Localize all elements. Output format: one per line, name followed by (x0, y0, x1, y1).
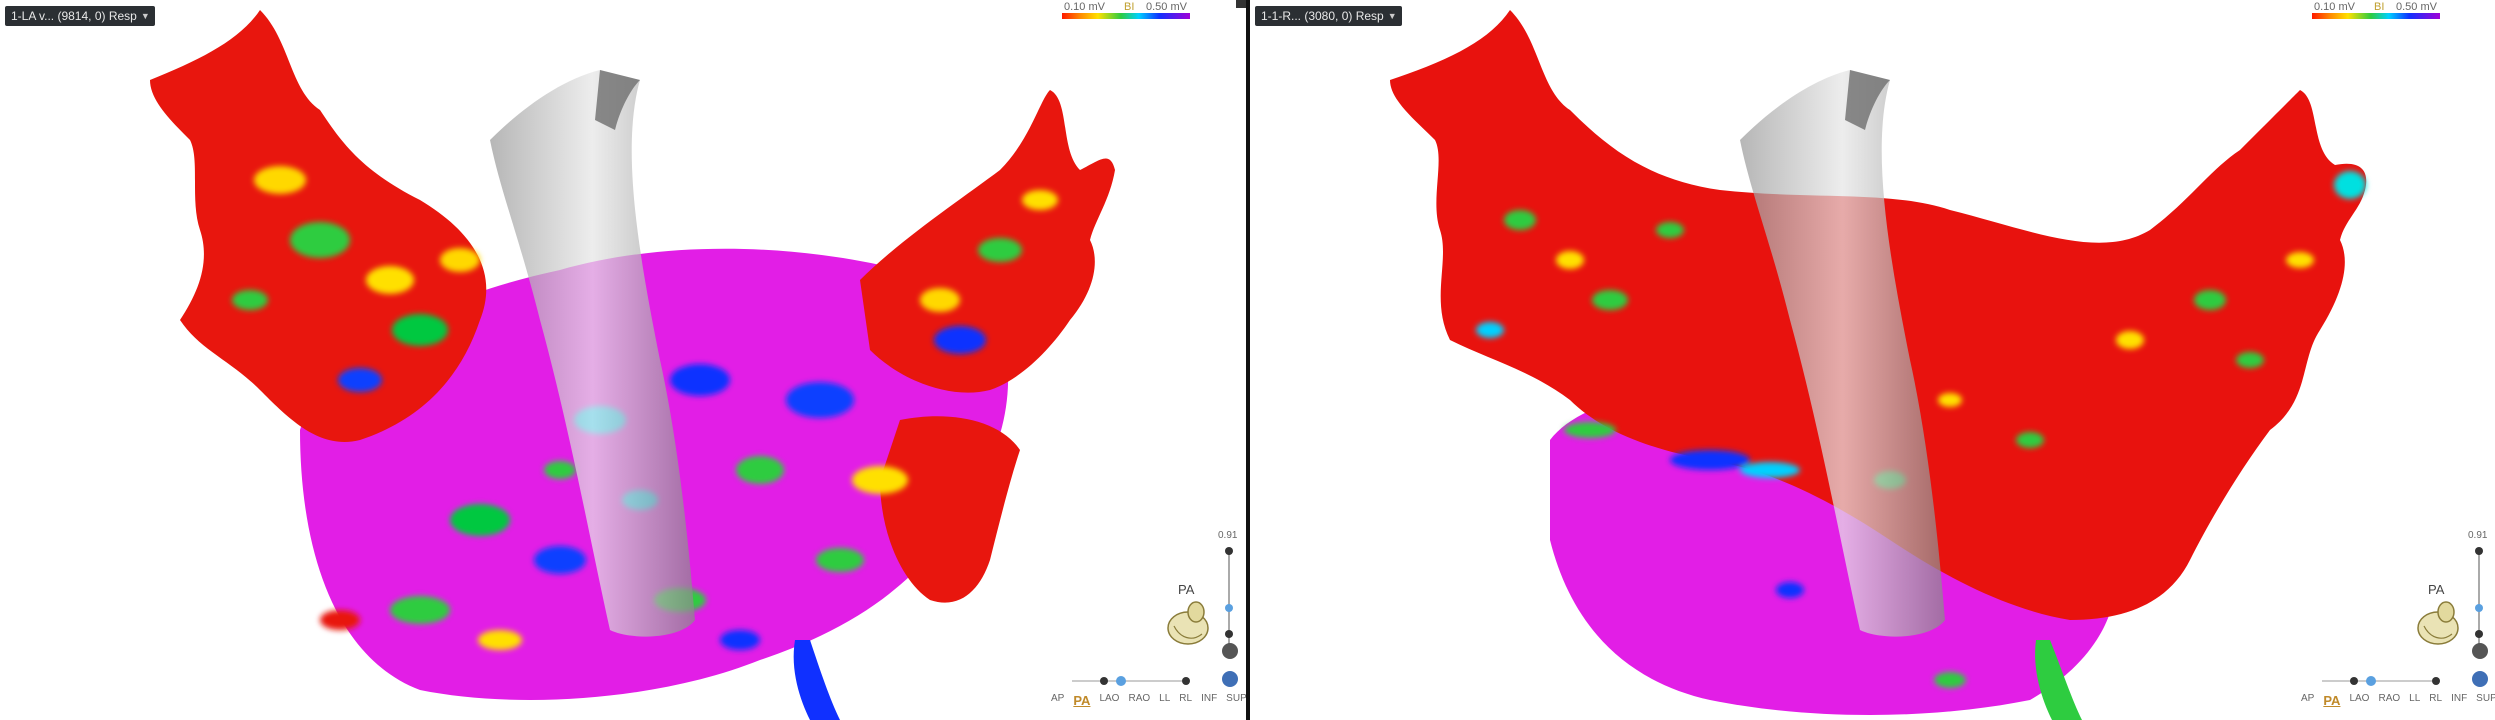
reset-icon[interactable] (2472, 643, 2488, 659)
view-rao[interactable]: RAO (1128, 693, 1151, 704)
voltage-legend: 0.10 mV BI 0.50 mV (2312, 0, 2442, 24)
zoom-slider[interactable] (2478, 550, 2480, 645)
zoom-slider-top-knob[interactable] (2475, 547, 2483, 555)
zoom-slider-bottom-knob[interactable] (2475, 630, 2483, 638)
view-pa[interactable]: PA (2323, 693, 2341, 708)
legend-max: 0.50 mV (1146, 1, 1187, 13)
opacity-slider-max[interactable] (2432, 677, 2440, 685)
opacity-slider-min[interactable] (2350, 677, 2358, 685)
legend-color-bar (1062, 13, 1190, 19)
view-presets: AP PA LAO RAO LL RL INF SUP (2301, 693, 2495, 708)
view-lao[interactable]: LAO (2349, 693, 2370, 704)
zoom-value: 0.91 (1218, 530, 1238, 541)
voltage-legend: 0.10 mV BI 0.50 mV (1062, 0, 1192, 24)
view-rl[interactable]: RL (1179, 693, 1193, 704)
zoom-slider-thumb[interactable] (1225, 604, 1233, 612)
orientation-label: PA (2428, 582, 2445, 597)
reset-icon[interactable] (1222, 643, 1238, 659)
opacity-slider-min[interactable] (1100, 677, 1108, 685)
rotate-icon[interactable] (2472, 671, 2488, 687)
zoom-value: 0.91 (2468, 530, 2488, 541)
zoom-slider-top-knob[interactable] (1225, 547, 1233, 555)
rotate-icon[interactable] (1222, 671, 1238, 687)
view-ap[interactable]: AP (1051, 693, 1065, 704)
left-anatomy-3d-view[interactable] (0, 0, 1246, 720)
map-title-label: 1-1-R... (3080, 0) Resp (1261, 9, 1384, 23)
map-title-label: 1-LA v... (9814, 0) Resp (11, 9, 137, 23)
legend-mode: BI (1124, 1, 1135, 13)
chevron-down-icon: ▼ (1387, 11, 1397, 21)
legend-min: 0.10 mV (1064, 1, 1105, 13)
zoom-slider-thumb[interactable] (2475, 604, 2483, 612)
heart-orientation-icon (1167, 601, 1209, 645)
view-rl[interactable]: RL (2429, 693, 2443, 704)
right-anatomy-3d-view[interactable] (1250, 0, 2495, 720)
opacity-slider[interactable] (1072, 680, 1182, 682)
view-inf[interactable]: INF (2451, 693, 2468, 704)
zoom-slider[interactable] (1228, 550, 1230, 645)
pane-menu-button[interactable] (1236, 0, 1246, 8)
right-map-pane[interactable]: 1-1-R... (3080, 0) Resp ▼ 0.10 mV BI 0.5… (1250, 0, 2495, 720)
opacity-slider[interactable] (2322, 680, 2432, 682)
view-lao[interactable]: LAO (1099, 693, 1120, 704)
view-sup[interactable]: SUP (1226, 693, 1246, 704)
chevron-down-icon: ▼ (140, 11, 150, 21)
map-title-dropdown[interactable]: 1-1-R... (3080, 0) Resp ▼ (1255, 6, 1402, 26)
orientation-label: PA (1178, 582, 1195, 597)
view-sup[interactable]: SUP (2476, 693, 2495, 704)
opacity-slider-thumb[interactable] (1116, 676, 1126, 686)
opacity-slider-max[interactable] (1182, 677, 1190, 685)
pane-divider[interactable] (1246, 0, 1250, 720)
view-ll[interactable]: LL (2409, 693, 2421, 704)
legend-color-bar (2312, 13, 2440, 19)
zoom-slider-bottom-knob[interactable] (1225, 630, 1233, 638)
heart-orientation-icon (2417, 601, 2459, 645)
left-map-pane[interactable]: 1-LA v... (9814, 0) Resp ▼ 0.10 mV BI 0.… (0, 0, 1246, 720)
view-inf[interactable]: INF (1201, 693, 1218, 704)
view-ll[interactable]: LL (1159, 693, 1171, 704)
map-title-dropdown[interactable]: 1-LA v... (9814, 0) Resp ▼ (5, 6, 155, 26)
opacity-slider-thumb[interactable] (2366, 676, 2376, 686)
view-pa[interactable]: PA (1073, 693, 1091, 708)
view-ap[interactable]: AP (2301, 693, 2315, 704)
view-rao[interactable]: RAO (2378, 693, 2401, 704)
legend-mode: BI (2374, 1, 2385, 13)
view-presets: AP PA LAO RAO LL RL INF SUP (1051, 693, 1246, 708)
legend-max: 0.50 mV (2396, 1, 2437, 13)
legend-min: 0.10 mV (2314, 1, 2355, 13)
